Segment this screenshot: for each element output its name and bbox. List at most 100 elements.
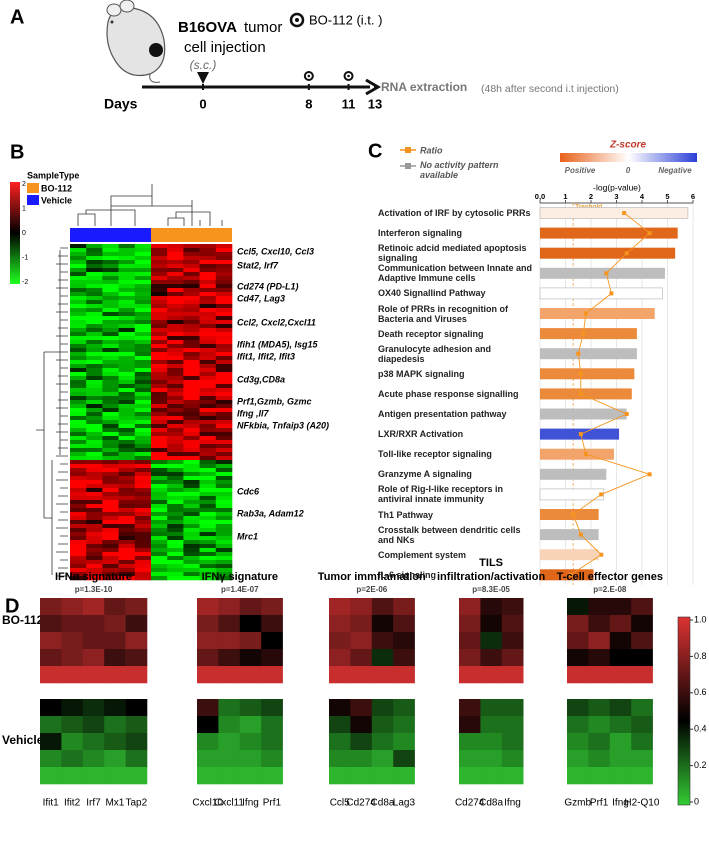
- heatmap-cell: [480, 666, 503, 684]
- treatment-marker: [307, 74, 311, 78]
- panel-label: D: [5, 595, 19, 617]
- heatmap-cell: [104, 666, 126, 684]
- heatmap-cell: [215, 516, 233, 521]
- bar: [540, 468, 607, 480]
- heatmap-cell: [199, 336, 217, 341]
- heatmap-cell: [183, 280, 200, 285]
- heatmap-cell: [102, 268, 119, 273]
- ratio-marker: [576, 351, 581, 356]
- heatmap-cell: [199, 576, 217, 581]
- heatmap-cell: [151, 248, 168, 253]
- heatmap-cell: [134, 520, 152, 525]
- heatmap-cell: [199, 456, 217, 461]
- heatmap-cell: [134, 396, 152, 401]
- heatmap-cell: [118, 248, 136, 253]
- heatmap-cell: [199, 368, 217, 373]
- heatmap-cell: [82, 649, 105, 667]
- heatmap-cell: [167, 548, 184, 553]
- heatmap-cell: [167, 448, 184, 453]
- heatmap-cell: [215, 316, 233, 321]
- heatmap-cell: [215, 560, 233, 565]
- heatmap-cell: [183, 576, 200, 581]
- heatmap-cell: [104, 767, 126, 785]
- heatmap-cell: [86, 448, 103, 453]
- heatmap-cell: [151, 384, 168, 389]
- heatmap-cell: [199, 536, 217, 541]
- heatmap-cell: [199, 408, 217, 413]
- heatmap-cell: [118, 384, 136, 389]
- heatmap-cell: [167, 536, 184, 541]
- heatmap-cell: [86, 312, 103, 317]
- heatmap-cell: [167, 272, 184, 277]
- heatmap-cell: [393, 598, 415, 616]
- heatmap-cell: [82, 716, 105, 734]
- heatmap-cell: [167, 444, 184, 449]
- ratio-marker: [599, 552, 604, 557]
- heatmap-cell: [261, 598, 283, 616]
- heatmap-cell: [151, 476, 168, 481]
- heatmap-cell: [167, 360, 184, 365]
- heatmap-cell: [199, 468, 217, 473]
- heatmap-cell: [151, 436, 168, 441]
- heatmap-cell: [183, 300, 200, 305]
- heatmap-cell: [102, 276, 119, 281]
- heatmap-cell: [199, 296, 217, 301]
- heatmap-cell: [125, 666, 148, 684]
- heatmap-cell: [134, 556, 152, 561]
- colorbar-tick-label: 1.0: [694, 614, 707, 624]
- heatmap-cell: [167, 260, 184, 265]
- heatmap-cell: [215, 436, 233, 441]
- heatmap-cell: [167, 440, 184, 445]
- heatmap-cell: [70, 524, 87, 529]
- heatmap-cell: [215, 344, 233, 349]
- heatmap-cell: [134, 452, 152, 457]
- heatmap-cell: [102, 316, 119, 321]
- heatmap-cell: [134, 572, 152, 577]
- heatmap-cell: [134, 512, 152, 517]
- heatmap-cell: [104, 733, 126, 751]
- heatmap-cell: [86, 248, 103, 253]
- heatmap-cell: [199, 392, 217, 397]
- heatmap-cell: [86, 504, 103, 509]
- heatmap-cell: [102, 468, 119, 473]
- heatmap-cell: [199, 568, 217, 573]
- bar: [540, 549, 599, 561]
- heatmap-cell: [86, 304, 103, 309]
- heatmap-cell: [215, 476, 233, 481]
- heatmap-cell: [102, 304, 119, 309]
- heatmap-cell: [183, 428, 200, 433]
- heatmap-cell: [86, 456, 103, 461]
- heatmap-cell: [151, 344, 168, 349]
- heatmap-cell: [102, 356, 119, 361]
- heatmap-cell: [134, 316, 152, 321]
- heatmap-cell: [118, 328, 136, 333]
- heatmap-cell: [183, 496, 200, 501]
- legend-marker: [405, 147, 411, 153]
- heatmap-cell: [215, 468, 233, 473]
- heatmap-cell: [215, 380, 233, 385]
- heatmap-cell: [167, 460, 184, 465]
- heatmap-cell: [329, 716, 351, 734]
- heatmap-cell: [183, 484, 200, 489]
- heatmap-cell: [167, 564, 184, 569]
- heatmap-cell: [480, 615, 503, 633]
- heatmap-cell: [70, 412, 87, 417]
- heatmap-cell: [215, 244, 233, 249]
- heatmap-cell: [215, 248, 233, 253]
- heatmap-cell: [350, 615, 373, 633]
- heatmap-cell: [125, 767, 148, 785]
- heatmap-cell: [86, 432, 103, 437]
- heatmap-cell: [215, 332, 233, 337]
- heatmap-cell: [609, 615, 632, 633]
- heatmap-cell: [86, 252, 103, 257]
- heatmap-cell: [199, 560, 217, 565]
- heatmap-cell: [70, 452, 87, 457]
- heatmap-cell: [183, 540, 200, 545]
- heatmap-cell: [151, 292, 168, 297]
- heatmap-cell: [199, 360, 217, 365]
- heatmap-cell: [118, 536, 136, 541]
- heatmap-cell: [199, 404, 217, 409]
- heatmap-cell: [86, 344, 103, 349]
- heatmap-cell: [239, 615, 262, 633]
- heatmap-cell: [167, 300, 184, 305]
